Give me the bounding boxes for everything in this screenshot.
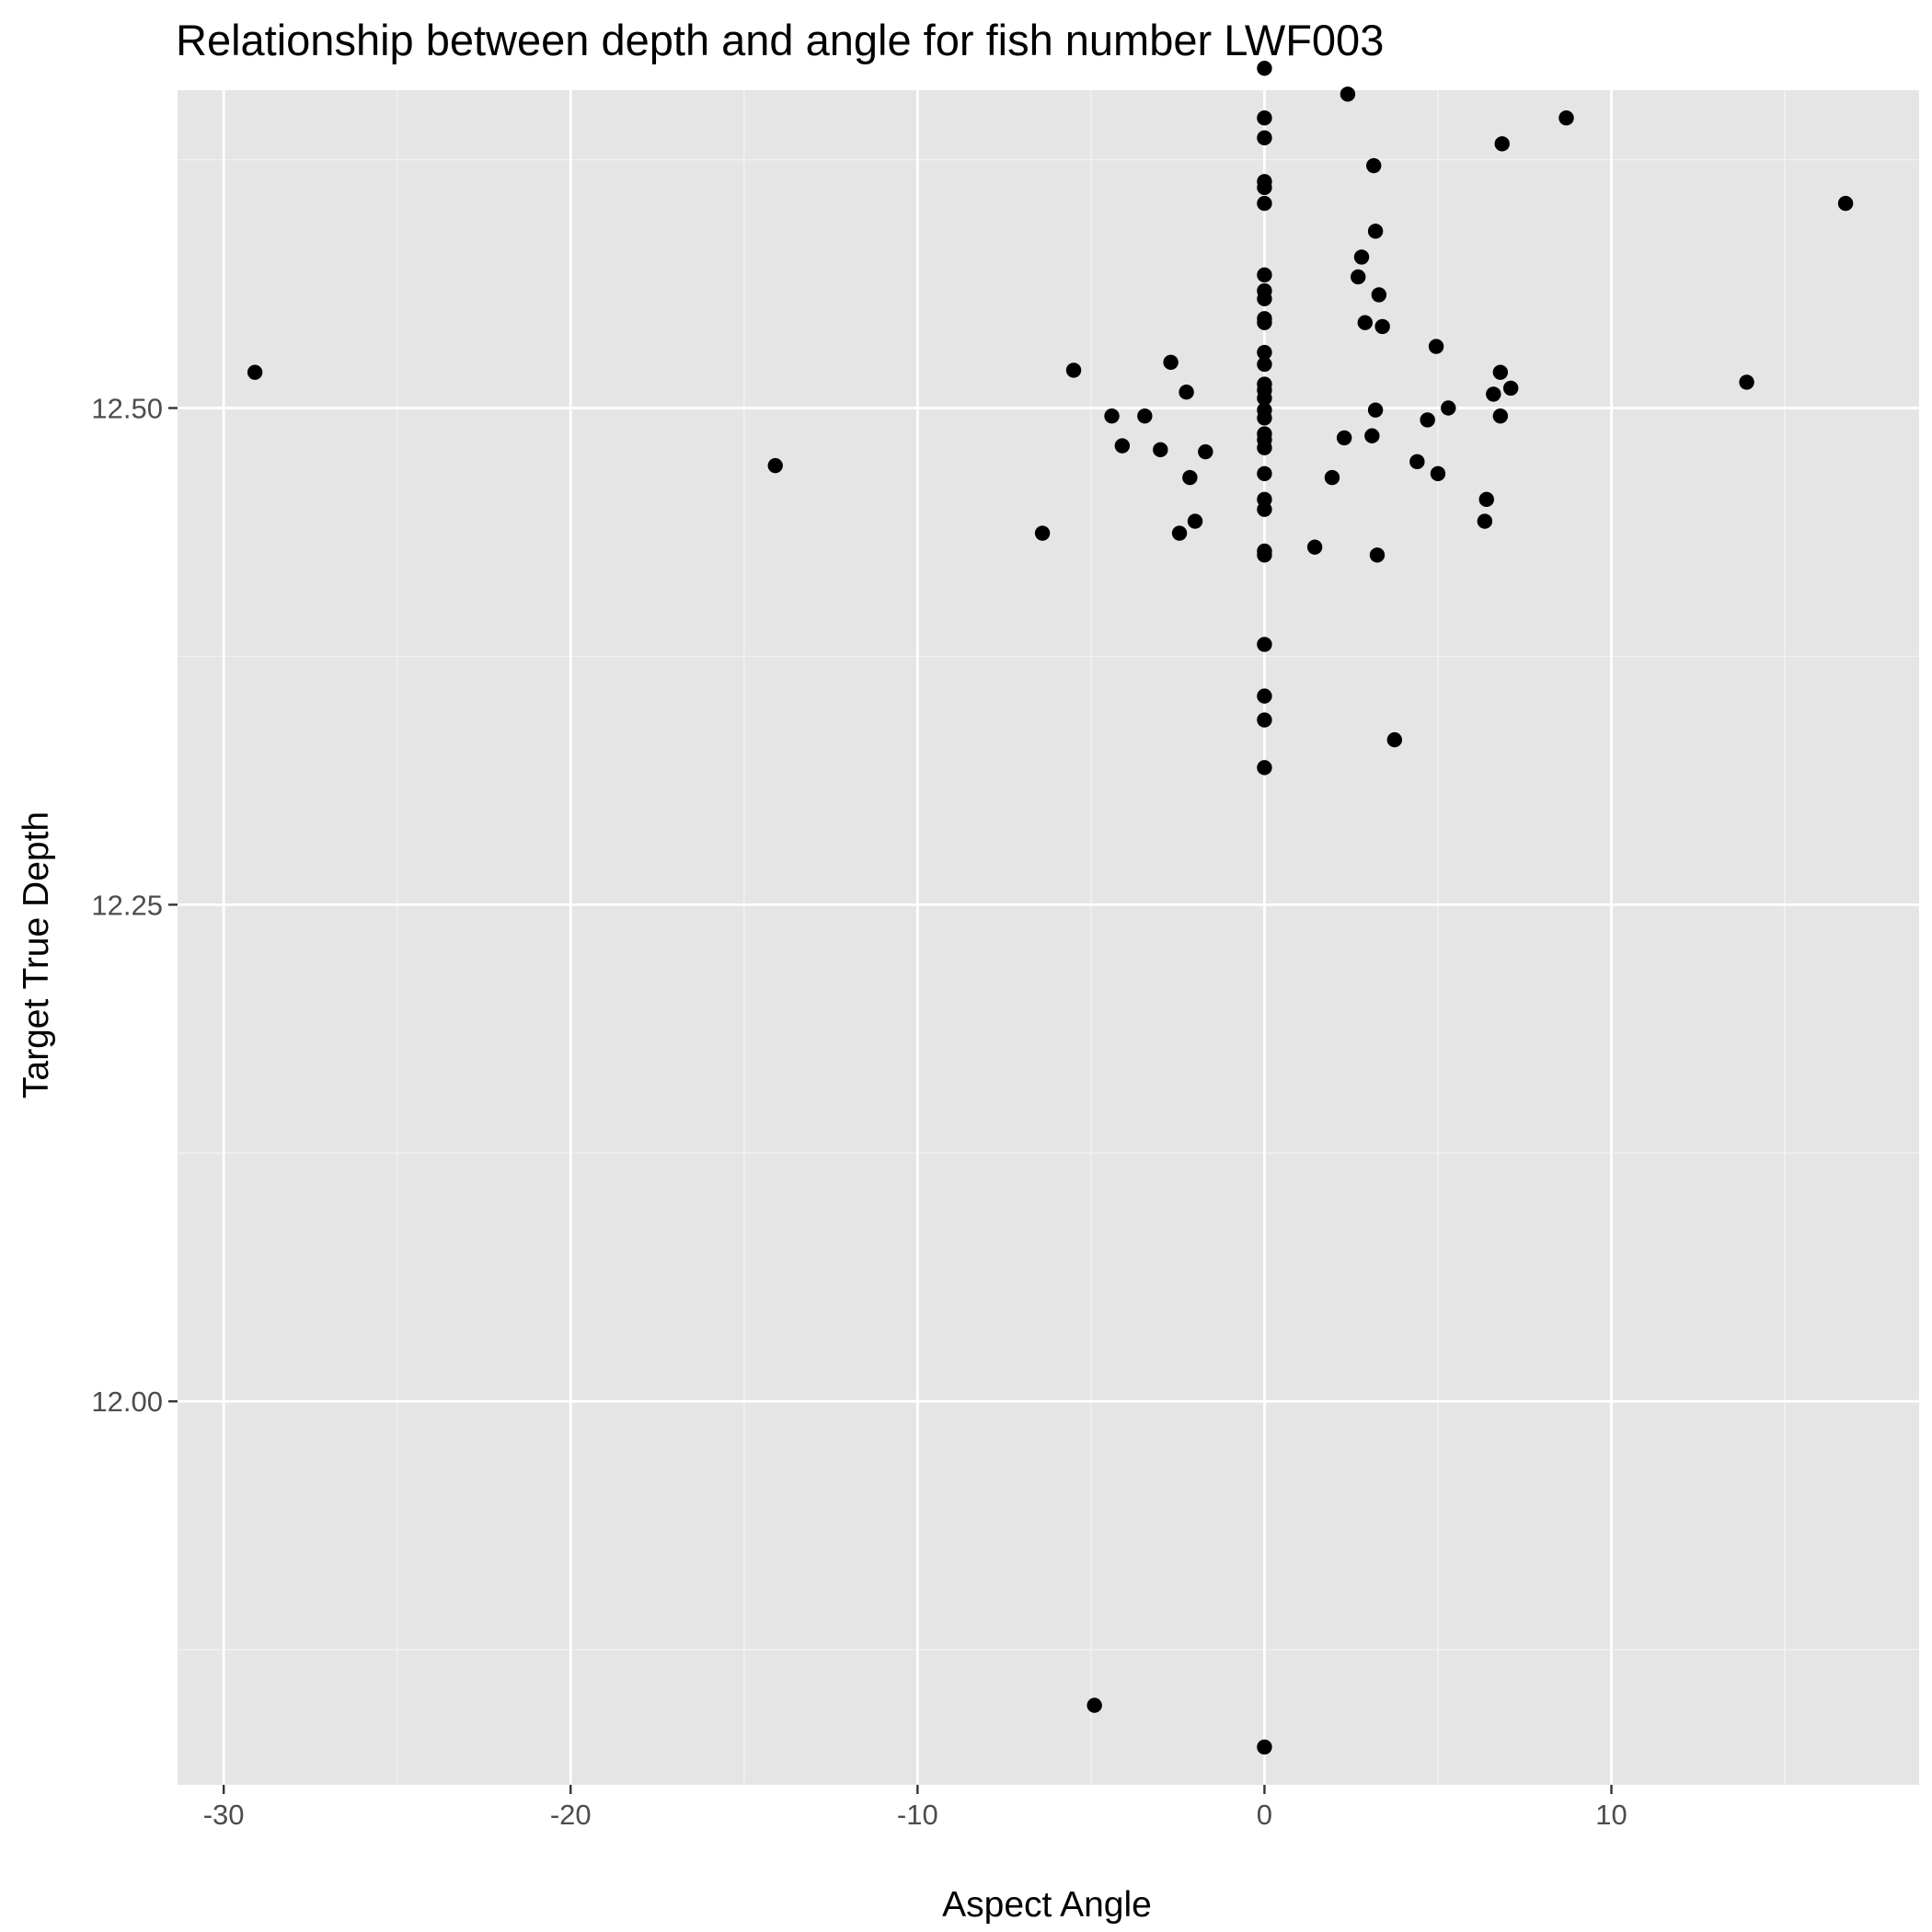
y-axis-title: Target True Depth (17, 811, 56, 1098)
data-point (1409, 454, 1425, 470)
y-axis: 12.00 12.25 12.50 (91, 393, 178, 1418)
x-axis: -30 -20 -10 0 10 (203, 1785, 1627, 1831)
data-point (1351, 269, 1366, 285)
data-point (1257, 712, 1272, 728)
data-point (1182, 469, 1198, 486)
data-point (1492, 364, 1509, 380)
data-point (1558, 110, 1574, 126)
data-point (1386, 731, 1403, 748)
data-point (1257, 466, 1272, 481)
data-point (1357, 315, 1373, 330)
data-point (1137, 408, 1153, 424)
data-point (1257, 390, 1272, 406)
data-point (1257, 130, 1272, 146)
data-point (1198, 443, 1213, 460)
x-tick-label: 10 (1595, 1799, 1627, 1831)
x-tick-label: -20 (550, 1799, 592, 1831)
y-tick-label: 12.00 (91, 1386, 163, 1418)
data-point (1306, 539, 1323, 555)
data-point (1367, 224, 1384, 239)
data-point (1364, 428, 1380, 443)
data-point (1492, 408, 1509, 424)
data-point (1837, 195, 1854, 212)
x-axis-title: Aspect Angle (942, 1885, 1152, 1925)
data-point (1257, 61, 1272, 76)
data-point (1257, 344, 1272, 361)
data-point (1371, 287, 1387, 303)
data-point (1257, 315, 1272, 330)
data-point (1324, 469, 1340, 486)
data-point (1257, 688, 1272, 704)
data-point (1739, 374, 1754, 390)
data-point (1163, 354, 1179, 371)
data-point (1420, 412, 1435, 428)
data-point (1257, 501, 1272, 517)
data-point (1428, 339, 1444, 354)
data-point (1369, 547, 1386, 563)
data-point (1257, 267, 1272, 283)
data-point (1441, 400, 1456, 416)
data-point (1065, 362, 1082, 378)
data-point (1502, 380, 1519, 397)
data-point (1353, 249, 1370, 265)
data-point (1430, 466, 1446, 481)
y-tick-label: 12.50 (91, 393, 163, 425)
data-point (1367, 402, 1384, 418)
data-point (1257, 291, 1272, 306)
data-point (1486, 386, 1501, 402)
data-point (1477, 513, 1493, 529)
data-point (1257, 637, 1272, 652)
x-tick-label: -10 (897, 1799, 938, 1831)
data-point (1087, 1697, 1102, 1713)
data-point (1104, 408, 1120, 424)
data-point (1336, 430, 1352, 446)
data-point (1366, 157, 1382, 174)
data-point (1257, 760, 1272, 776)
data-point (767, 457, 783, 474)
data-point (1478, 491, 1494, 508)
minor-gridlines (178, 90, 1919, 1785)
data-point (1034, 525, 1051, 541)
data-point (1257, 356, 1272, 373)
x-tick-label: -30 (203, 1799, 245, 1831)
data-point (1257, 547, 1272, 563)
x-tick-label: 0 (1257, 1799, 1272, 1831)
chart-title: Relationship between depth and angle for… (176, 16, 1384, 64)
data-point (1171, 525, 1188, 541)
data-point (1257, 1739, 1272, 1755)
data-point (1257, 110, 1272, 126)
data-point (1153, 442, 1168, 458)
data-point (1494, 136, 1510, 152)
data-point (1187, 513, 1203, 529)
data-point (1340, 86, 1356, 102)
data-point (247, 364, 263, 380)
data-point (1374, 318, 1390, 335)
data-point (1179, 385, 1194, 400)
plot-panel (178, 90, 1919, 1785)
data-point (1257, 410, 1272, 426)
major-gridlines (178, 90, 1919, 1785)
data-points (247, 61, 1854, 1755)
y-tick-label: 12.25 (91, 889, 163, 921)
data-point (1114, 438, 1131, 454)
data-point (1257, 195, 1272, 212)
data-point (1257, 440, 1272, 455)
data-point (1257, 179, 1272, 196)
